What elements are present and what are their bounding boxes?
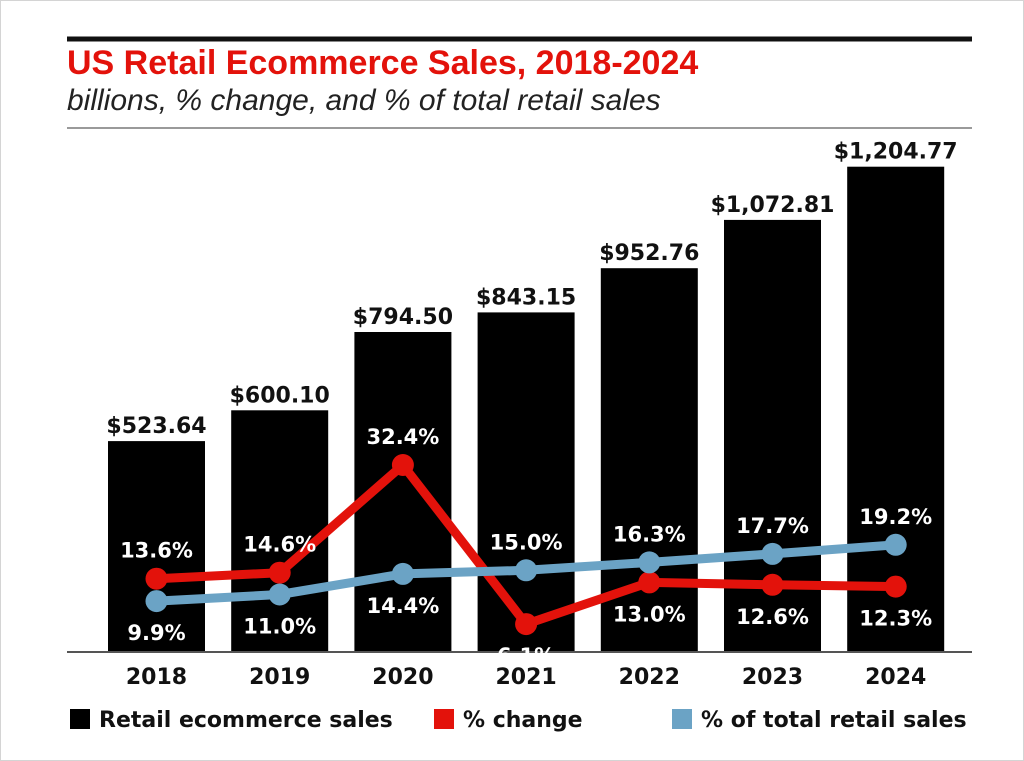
pct-change-label-2021: 6.1% [497, 644, 555, 668]
pct-change-point-2022 [638, 571, 661, 594]
lines-layer [145, 454, 907, 636]
legend-label-retail-sales: Retail ecommerce sales [99, 708, 393, 733]
pct-change-label-2022: 13.0% [613, 602, 686, 626]
pct-change-point-2024 [884, 575, 907, 598]
bar-value-label-2022: $952.76 [599, 241, 699, 266]
bar-value-label-2023: $1,072.81 [711, 193, 835, 218]
x-tick-label-2020: 2020 [372, 665, 433, 690]
x-tick-label-2019: 2019 [249, 665, 310, 690]
legend-swatch-retail-sales [70, 709, 90, 729]
x-tick-label-2024: 2024 [865, 665, 926, 690]
x-tick-label-2023: 2023 [742, 665, 803, 690]
pct-change-label-2023: 12.6% [736, 605, 809, 629]
pct-total-label-2018: 9.9% [127, 621, 185, 645]
pct-total-label-2023: 17.7% [736, 514, 809, 538]
pct-change-point-2019 [268, 561, 291, 584]
pct-total-label-2024: 19.2% [859, 505, 932, 529]
pct-total-label-2020: 14.4% [366, 594, 439, 618]
legend-label-pct-total: % of total retail sales [701, 708, 967, 733]
legend-label-pct-change: % change [463, 708, 583, 733]
x-tick-label-2022: 2022 [619, 665, 680, 690]
bars-layer [108, 166, 945, 652]
bar-2018 [108, 441, 205, 652]
pct-total-point-2020 [391, 562, 414, 585]
pct-change-point-2018 [145, 567, 168, 590]
pct-change-point-2020 [391, 454, 414, 476]
x-axis-ticks: 2018 2019 2020 2021 2022 2023 2024 [126, 665, 926, 690]
legend-swatch-pct-change [434, 709, 454, 729]
bar-2024 [847, 166, 945, 652]
pct-total-point-2018 [145, 590, 168, 613]
pct-change-label-2018: 13.6% [120, 539, 193, 563]
pct-change-label-2019: 14.6% [243, 533, 316, 557]
bar-value-label-2020: $794.50 [353, 305, 453, 330]
pct-total-label-2019: 11.0% [243, 615, 316, 639]
pct-change-label-2020: 32.4% [366, 425, 439, 449]
bar-2019 [231, 410, 329, 652]
legend-swatch-pct-total [672, 709, 692, 729]
bar-value-label-2021: $843.15 [476, 285, 576, 310]
x-tick-label-2018: 2018 [126, 665, 187, 690]
chart-subtitle: billions, % change, and % of total retai… [67, 84, 661, 117]
pct-total-point-2019 [268, 583, 291, 606]
pct-total-point-2024 [884, 533, 907, 556]
pct-total-point-2023 [761, 542, 784, 565]
bar-value-label-2019: $600.10 [230, 383, 330, 408]
legend: Retail ecommerce sales % change % of total… [70, 708, 967, 733]
pct-total-label-2021: 15.0% [490, 530, 563, 554]
bar-value-label-2024: $1,204.77 [834, 140, 958, 165]
pct-change-point-2023 [761, 573, 784, 596]
pct-change-point-2021 [515, 613, 538, 636]
bar-value-label-2018: $523.64 [106, 414, 206, 439]
bar-2021 [477, 312, 575, 652]
point-labels-layer: 13.6% 14.6% 32.4% 6.1% 13.0% 12.6% 12.3% 9.9% 11… [120, 425, 932, 668]
x-tick-label-2021: 2021 [495, 665, 556, 690]
pct-change-label-2024: 12.3% [859, 607, 932, 631]
pct-total-point-2022 [638, 551, 661, 574]
bar-labels-layer: $523.64 $600.10 $794.50 $843.15 $952.76 $1,07… [106, 140, 957, 439]
pct-total-point-2021 [515, 559, 538, 582]
pct-total-label-2022: 16.3% [613, 522, 686, 546]
chart-title: US Retail Ecommerce Sales, 2018-2024 [67, 44, 698, 82]
